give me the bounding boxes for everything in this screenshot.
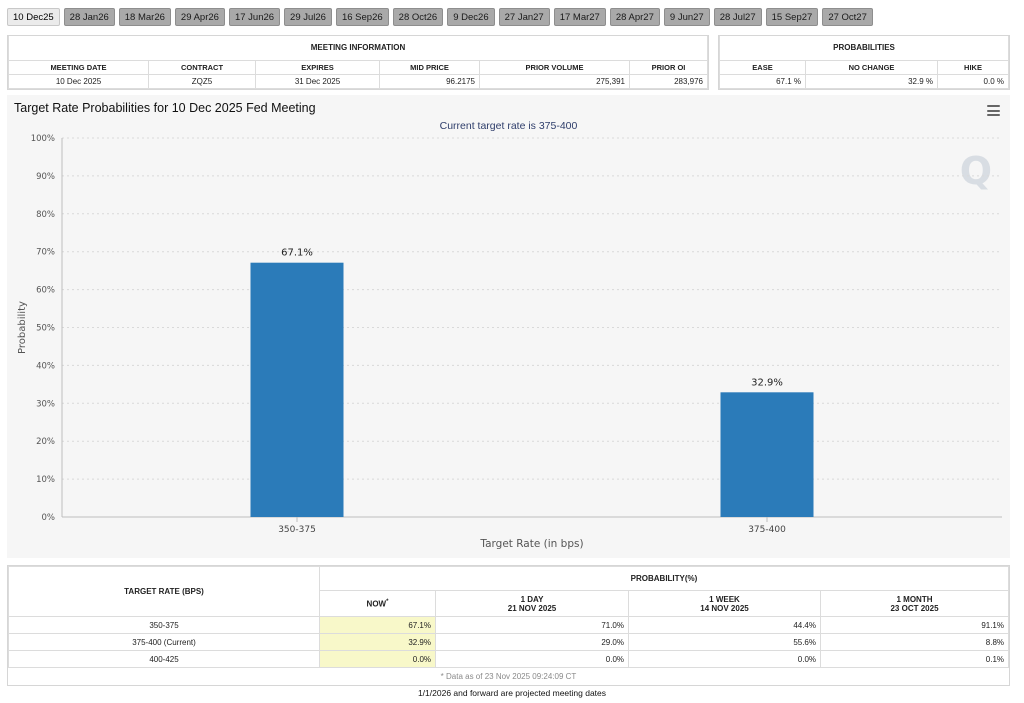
col-contract: CONTRACT bbox=[148, 59, 256, 75]
x-axis-title: Target Rate (in bps) bbox=[479, 538, 583, 550]
ease-value: 67.1 % bbox=[719, 73, 806, 89]
contract-value: ZQZ5 bbox=[148, 73, 256, 89]
meeting-info-table: MEETING INFORMATION MEETING DATE CONTRAC… bbox=[7, 35, 709, 90]
meeting-tab[interactable]: 29 Apr26 bbox=[174, 8, 225, 26]
y-tick-label: 40% bbox=[36, 361, 55, 371]
chart-subtitle: Current target rate is 375-400 bbox=[439, 120, 578, 132]
meeting-tab[interactable]: 28 Apr27 bbox=[609, 8, 660, 26]
cell-rate: 375-400 (Current) bbox=[8, 633, 320, 651]
meeting-tab[interactable]: 10 Dec25 bbox=[7, 8, 60, 26]
y-tick-label: 100% bbox=[31, 134, 55, 144]
meeting-tab[interactable]: 18 Mar26 bbox=[118, 8, 171, 26]
cell-now: 67.1% bbox=[319, 616, 436, 634]
quikstrike-logo: Q bbox=[959, 149, 992, 193]
col-target-rate: TARGET RATE (BPS) bbox=[8, 566, 320, 617]
no-change-value: 32.9 % bbox=[805, 73, 938, 89]
y-tick-label: 60% bbox=[36, 286, 55, 296]
col-1-day: 1 DAY 21 NOV 2025 bbox=[435, 590, 629, 617]
data-label: 32.9% bbox=[751, 377, 783, 388]
table-row: 350-375 67.1% 71.0% 44.4% 91.1% bbox=[8, 616, 1009, 634]
col-ease: EASE bbox=[719, 59, 806, 75]
bar-350-375 bbox=[250, 262, 344, 517]
cell-week: 44.4% bbox=[628, 616, 821, 634]
meeting-tab[interactable]: 15 Sep27 bbox=[765, 8, 819, 26]
meeting-tab[interactable]: 16 Sep26 bbox=[335, 8, 389, 26]
table-row: 375-400 (Current) 32.9% 29.0% 55.6% 8.8% bbox=[8, 633, 1009, 651]
y-tick-label: 30% bbox=[36, 399, 55, 409]
y-tick-label: 0% bbox=[42, 513, 56, 523]
meeting-tab[interactable]: 9 Jun27 bbox=[663, 8, 710, 26]
col-prior-oi: PRIOR OI bbox=[629, 59, 708, 75]
col-meeting-date: MEETING DATE bbox=[8, 59, 149, 75]
y-tick-label: 10% bbox=[36, 475, 55, 485]
meeting-tab[interactable]: 27 Oct27 bbox=[822, 8, 873, 26]
chart-panel: Target Rate Probabilities for 10 Dec 202… bbox=[7, 95, 1010, 558]
col-1-month: 1 MONTH 23 OCT 2025 bbox=[820, 590, 1009, 617]
y-tick-label: 20% bbox=[36, 437, 55, 447]
expires-value: 31 Dec 2025 bbox=[255, 73, 380, 89]
cell-rate: 400-425 bbox=[8, 650, 320, 668]
y-tick-label: 80% bbox=[36, 210, 55, 220]
x-tick-label: 350-375 bbox=[278, 525, 316, 535]
meeting-tab[interactable]: 28 Jan26 bbox=[63, 8, 115, 26]
cell-day: 29.0% bbox=[435, 633, 629, 651]
hike-value: 0.0 % bbox=[937, 73, 1009, 89]
col-prior-volume: PRIOR VOLUME bbox=[479, 59, 630, 75]
col-mid-price: MID PRICE bbox=[379, 59, 480, 75]
hamburger-menu-icon[interactable] bbox=[987, 105, 1000, 116]
cell-month: 91.1% bbox=[820, 616, 1009, 634]
meeting-tab[interactable]: 27 Jan27 bbox=[498, 8, 550, 26]
target-rate-table: TARGET RATE (BPS) PROBABILITY(%) NOW* 1 … bbox=[7, 565, 1010, 686]
chart-title: Target Rate Probabilities for 10 Dec 202… bbox=[14, 101, 316, 115]
cell-month: 8.8% bbox=[820, 633, 1009, 651]
y-tick-label: 90% bbox=[36, 172, 55, 182]
meeting-tab[interactable]: 9 Dec26 bbox=[447, 8, 495, 26]
cell-day: 71.0% bbox=[435, 616, 629, 634]
prior-volume-value: 275,391 bbox=[479, 73, 630, 89]
data-timestamp-note: * Data as of 23 Nov 2025 09:24:09 CT bbox=[440, 671, 577, 681]
cell-now: 0.0% bbox=[319, 650, 436, 668]
col-now: NOW* bbox=[319, 590, 436, 617]
y-axis-title: Probability bbox=[17, 301, 28, 354]
meeting-tabs: 10 Dec25 28 Jan26 18 Mar26 29 Apr26 17 Jun26… bbox=[7, 8, 873, 26]
probabilities-caption: PROBABILITIES bbox=[719, 36, 1009, 61]
meeting-tab[interactable]: 17 Mar27 bbox=[553, 8, 606, 26]
y-tick-label: 70% bbox=[36, 248, 55, 258]
col-probability: PROBABILITY(%) bbox=[319, 566, 1009, 591]
cell-day: 0.0% bbox=[435, 650, 629, 668]
meeting-tab[interactable]: 28 Oct26 bbox=[392, 8, 444, 26]
cell-now: 32.9% bbox=[319, 633, 436, 651]
data-label: 67.1% bbox=[281, 248, 313, 259]
x-tick-label: 375-400 bbox=[748, 525, 786, 535]
col-hike: HIKE bbox=[937, 59, 1009, 75]
meeting-tab[interactable]: 17 Jun26 bbox=[228, 8, 281, 26]
meeting-tab[interactable]: 28 Jul27 bbox=[713, 8, 762, 26]
bar-375-400 bbox=[720, 392, 814, 517]
cell-month: 0.1% bbox=[820, 650, 1009, 668]
footer-note: 1/1/2026 and forward are projected meeti… bbox=[417, 688, 607, 698]
prior-oi-value: 283,976 bbox=[629, 73, 708, 89]
cell-rate: 350-375 bbox=[8, 616, 320, 634]
col-expires: EXPIRES bbox=[255, 59, 380, 75]
probabilities-table: PROBABILITIES EASE NO CHANGE HIKE 67.1 %… bbox=[718, 35, 1010, 90]
cell-week: 0.0% bbox=[628, 650, 821, 668]
mid-price-value: 96.2175 bbox=[379, 73, 480, 89]
cell-week: 55.6% bbox=[628, 633, 821, 651]
bar-chart: 0% 10% 20% 30% 40% 50% 60% 70% 80% 90% 100% 67.1% 35… bbox=[17, 134, 1002, 550]
col-1-week: 1 WEEK 14 NOV 2025 bbox=[628, 590, 821, 617]
y-tick-label: 50% bbox=[36, 324, 55, 334]
col-no-change: NO CHANGE bbox=[805, 59, 938, 75]
table-row: 400-425 0.0% 0.0% 0.0% 0.1% bbox=[8, 650, 1009, 668]
meeting-info-caption: MEETING INFORMATION bbox=[8, 36, 708, 61]
meeting-date-value: 10 Dec 2025 bbox=[8, 73, 149, 89]
meeting-tab[interactable]: 29 Jul26 bbox=[284, 8, 332, 26]
